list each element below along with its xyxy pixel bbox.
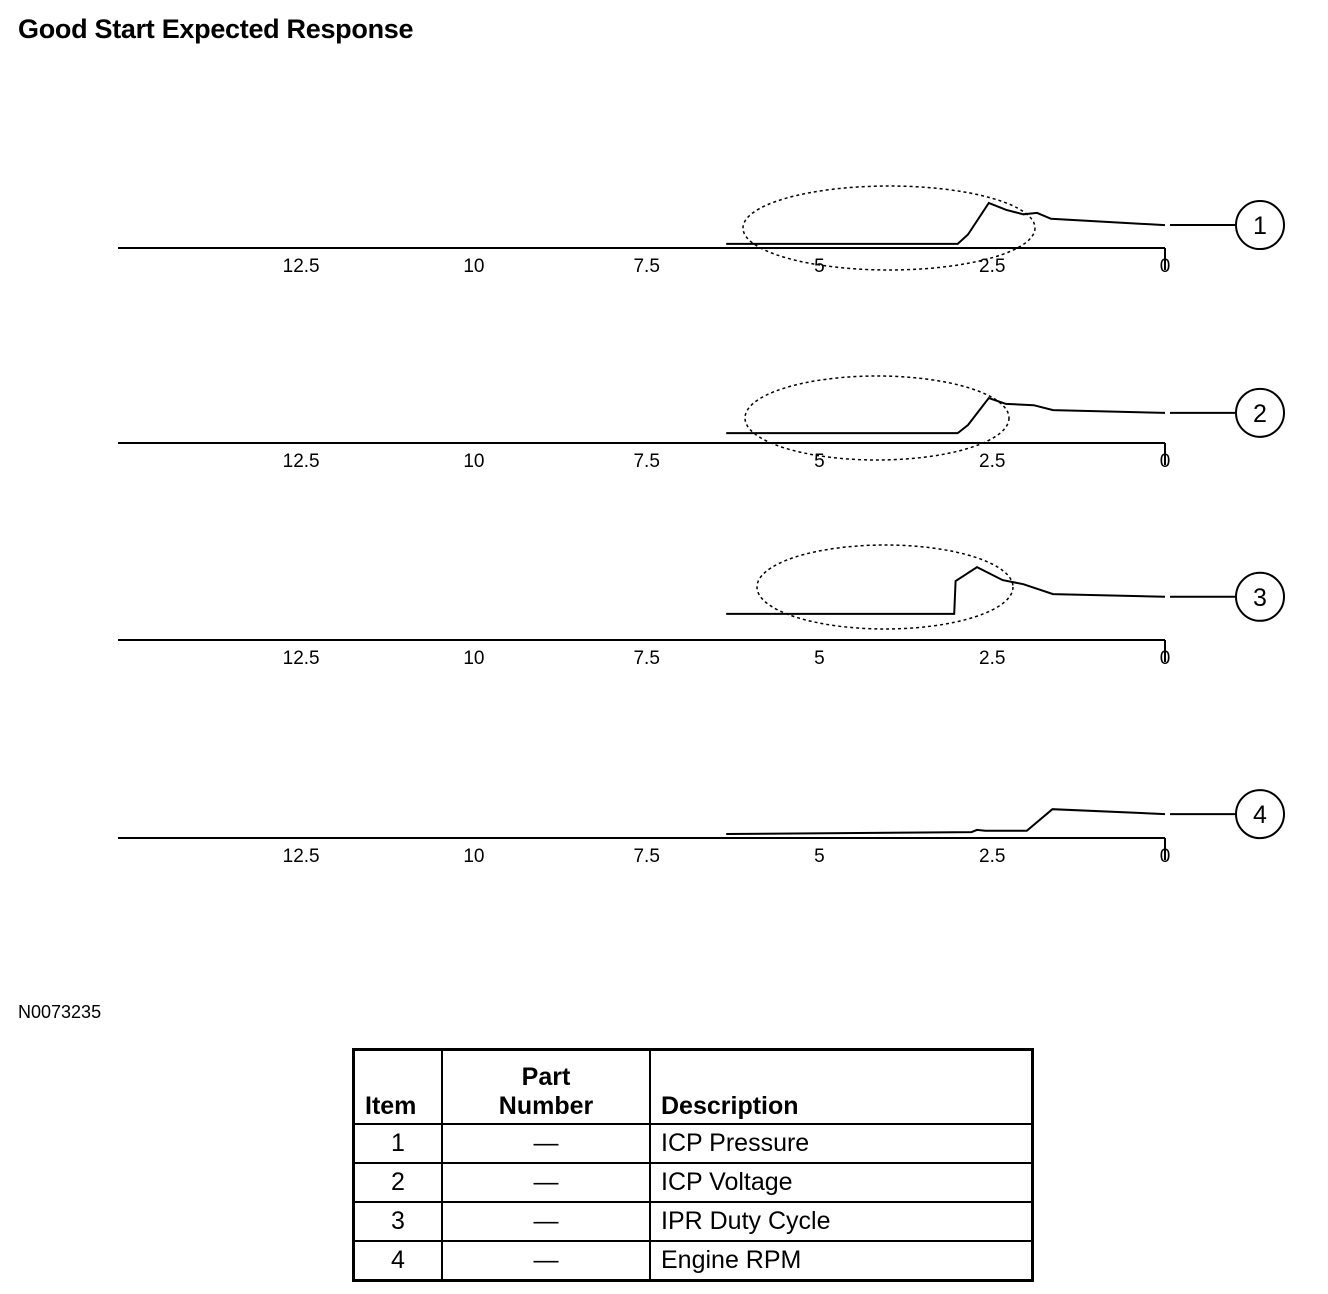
x-tick-label: 10 [463, 256, 484, 277]
figure-id: N0073235 [18, 1002, 102, 1022]
header-part-number: Part Number [441, 1048, 651, 1125]
callout-number: 1 [1253, 212, 1267, 240]
header-description: Description [649, 1048, 1034, 1125]
callout-number: 4 [1253, 801, 1267, 829]
page-title: Good Start Expected Response [18, 14, 414, 44]
x-tick-label: 0 [1160, 256, 1171, 277]
x-tick-label: 2.5 [979, 648, 1005, 669]
x-tick-label: 12.5 [283, 451, 320, 472]
callout-number: 2 [1253, 400, 1267, 428]
x-tick-label: 0 [1160, 451, 1171, 472]
callout-circle [1235, 571, 1285, 622]
x-tick-label: 12.5 [283, 846, 320, 867]
callout-circle [1235, 200, 1285, 251]
item-cell: 3 [352, 1201, 443, 1242]
highlight-ellipse [756, 544, 1014, 630]
x-tick-label: 10 [463, 451, 484, 472]
x-tick-label: 2.5 [979, 256, 1005, 277]
description-cell: ICP Pressure [649, 1123, 1034, 1164]
item-cell: 2 [352, 1162, 443, 1203]
signal-trace [726, 396, 1166, 435]
x-tick-label: 5 [814, 451, 825, 472]
part-cell: — [441, 1162, 651, 1203]
part-cell: — [441, 1201, 651, 1242]
x-tick-label: 0 [1160, 846, 1171, 867]
table-row: 3— IPR Duty Cycle [352, 1201, 1034, 1242]
x-tick-label: 0 [1160, 648, 1171, 669]
x-tick-label: 2.5 [979, 451, 1005, 472]
signal-trace [726, 201, 1166, 245]
x-tick-label: 12.5 [283, 256, 320, 277]
item-cell: 4 [352, 1240, 443, 1282]
highlight-ellipse [742, 185, 1036, 271]
x-tick-label: 2.5 [979, 846, 1005, 867]
waveform-charts: 12.5 10 7.5 5 2.5 0 1 12.5 10 7.5 5 2.5 0 2 12.5 10 7.5 5… [118, 185, 1285, 867]
description-cell: ICP Voltage [649, 1162, 1034, 1203]
item-cell: 1 [352, 1123, 443, 1164]
part-cell: — [441, 1240, 651, 1282]
description-cell: Engine RPM [649, 1240, 1034, 1282]
header-item: Item [352, 1048, 443, 1125]
header-part-line2: Number [498, 1092, 594, 1120]
signal-trace [726, 565, 1166, 615]
callout-circle [1235, 789, 1285, 840]
description-cell: IPR Duty Cycle [649, 1201, 1034, 1242]
callout-circle [1235, 387, 1285, 438]
table-row: 1— ICP Pressure [352, 1123, 1034, 1164]
signal-trace [726, 808, 1166, 835]
table-header-row: Item Part Number Description [352, 1048, 1034, 1125]
x-tick-label: 12.5 [283, 648, 320, 669]
header-part-line1: Part [521, 1063, 571, 1091]
table-row: 2— ICP Voltage [352, 1162, 1034, 1203]
part-cell: — [441, 1123, 651, 1164]
x-tick-label: 7.5 [633, 648, 659, 669]
x-tick-label: 5 [814, 846, 825, 867]
x-tick-label: 10 [463, 846, 484, 867]
x-tick-label: 7.5 [633, 846, 659, 867]
x-tick-label: 7.5 [633, 256, 659, 277]
table-row: 4— Engine RPM [352, 1240, 1034, 1282]
highlight-ellipse [744, 375, 1010, 461]
x-tick-label: 7.5 [633, 451, 659, 472]
x-tick-label: 10 [463, 648, 484, 669]
callout-number: 3 [1253, 584, 1267, 612]
legend-table: Item Part Number Description 1— ICP Pressu… [352, 1048, 1034, 1282]
x-tick-label: 5 [814, 256, 825, 277]
x-tick-label: 5 [814, 648, 825, 669]
